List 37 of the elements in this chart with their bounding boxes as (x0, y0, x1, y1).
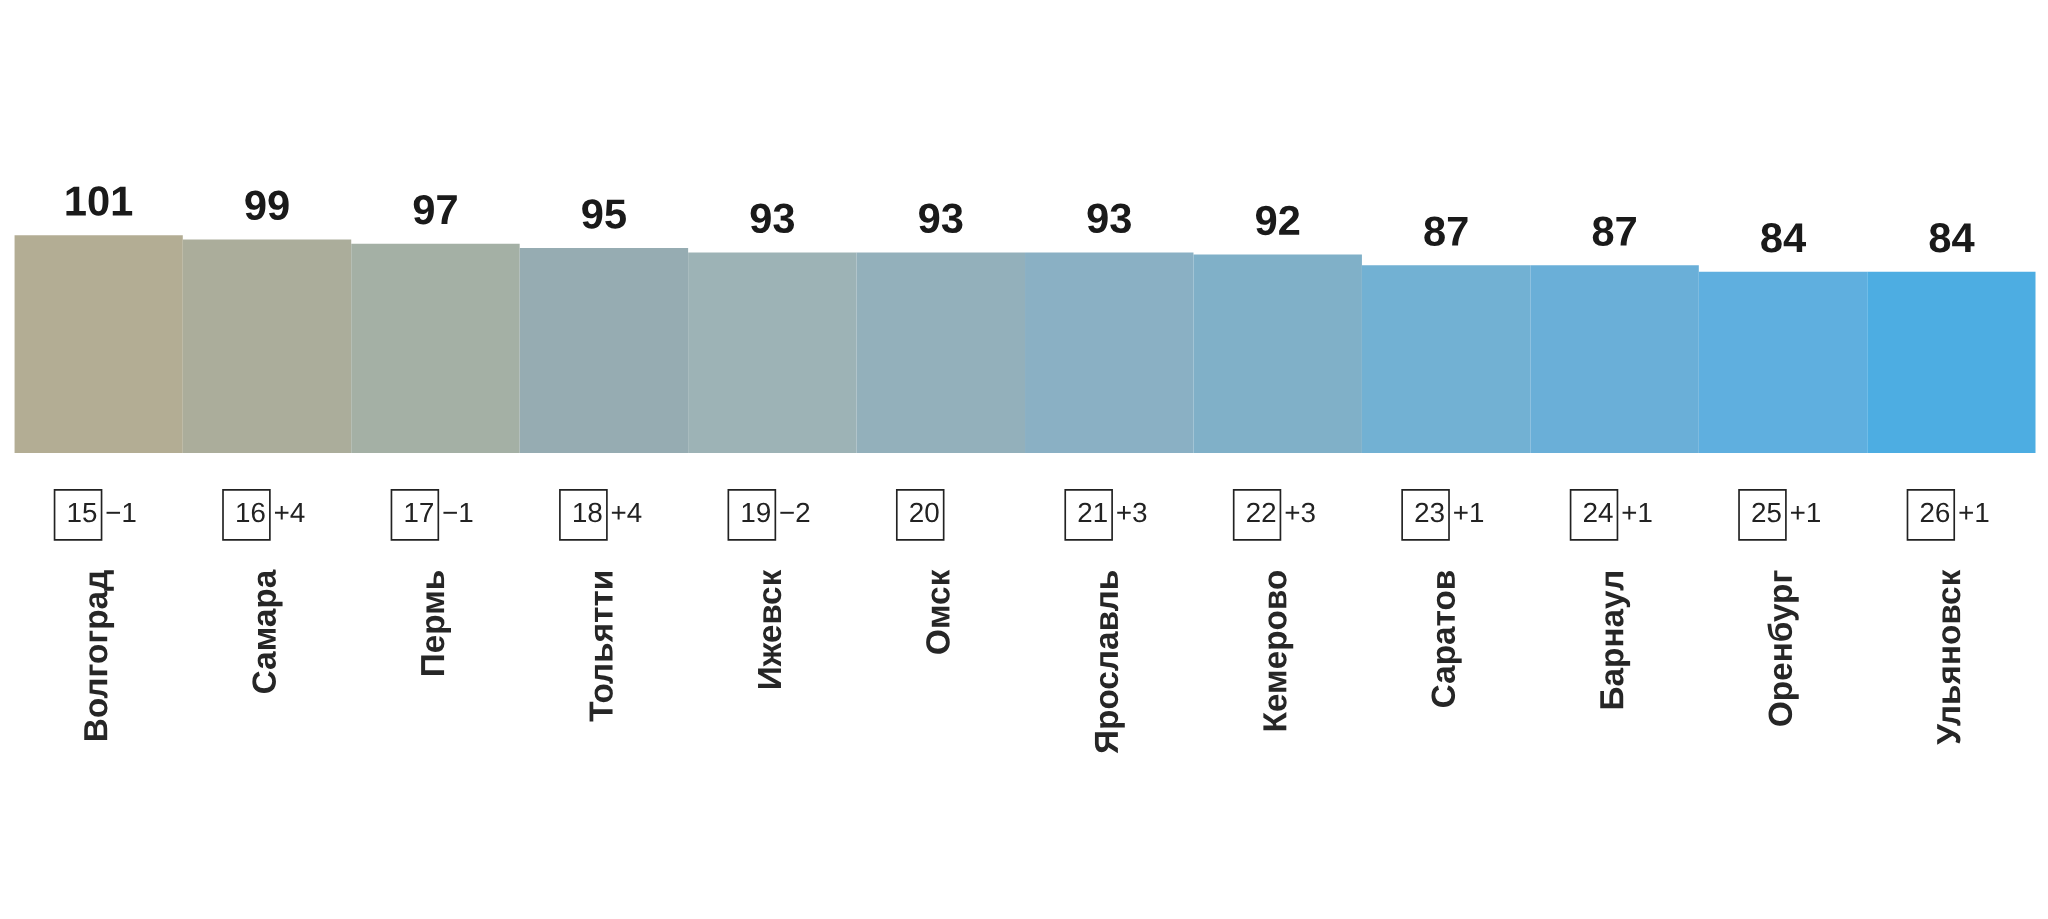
data-label: 93 (919, 203, 963, 234)
text: 20 (910, 502, 939, 523)
x-tick-label: Омск (926, 569, 950, 654)
text: 19 −2 (742, 502, 810, 523)
data-label: 84 (1929, 222, 1975, 253)
x-tick-label: Ижевск (758, 569, 782, 689)
text: 16 +4 (237, 502, 305, 523)
x-tick-label: Оренбург (1767, 570, 1799, 726)
data-label: 93 (750, 203, 795, 234)
data-label: 87 (1424, 216, 1468, 246)
text: 25 +1 (1752, 502, 1820, 523)
x-tick-label: Барнаул (1600, 572, 1631, 709)
text: 23 +1 (1415, 502, 1484, 523)
x-tick-label: Волгоград (84, 570, 115, 741)
text: 21 +3 (1078, 502, 1147, 523)
data-label: 101 (66, 186, 133, 216)
data-label: 99 (245, 190, 289, 221)
x-tick-label: Пермь (421, 571, 451, 676)
data-label: 93 (1087, 203, 1131, 234)
data-label: 87 (1592, 216, 1636, 246)
x-tick-label: Саратов (1431, 571, 1462, 707)
data-label: 95 (582, 199, 626, 229)
text: 22 +3 (1247, 502, 1315, 523)
x-tick-label: Ульяновск (1937, 569, 1961, 745)
text: 17 −1 (405, 502, 473, 523)
text: 15 −1 (68, 502, 136, 523)
data-label: 84 (1761, 222, 1806, 253)
text: 26 +1 (1920, 502, 1989, 523)
bar (1867, 271, 2036, 454)
x-tick-label: Кемерово (1263, 571, 1294, 731)
x-tick-label: Самара (252, 569, 283, 694)
x-tick-label: Тольятти (589, 572, 613, 722)
text: 24 +1 (1583, 502, 1652, 523)
data-label: 97 (413, 194, 457, 225)
data-label: 92 (1255, 205, 1300, 236)
text: 18 +4 (574, 502, 642, 523)
x-tick-label: Ярославль (1094, 571, 1125, 754)
